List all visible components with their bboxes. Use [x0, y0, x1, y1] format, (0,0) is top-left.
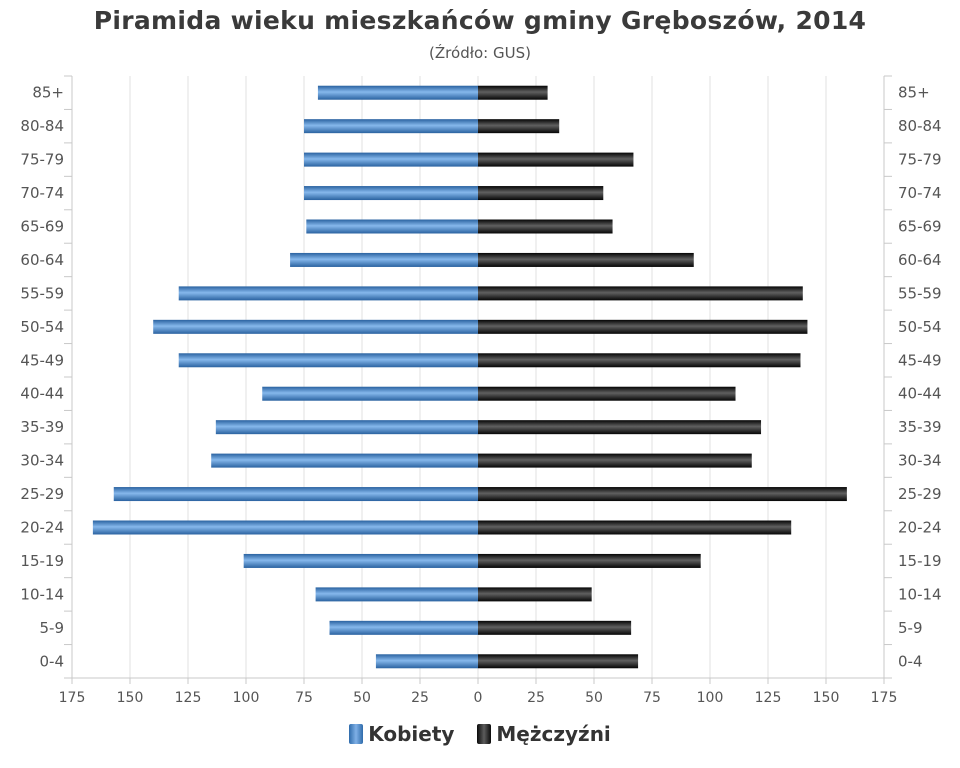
bar-kobiety [304, 152, 478, 167]
y-tick-label-left: 5-9 [40, 619, 65, 637]
y-tick-label-right: 80-84 [898, 117, 942, 135]
y-tick-label-right: 5-9 [898, 619, 923, 637]
bar-mezczyzni [478, 85, 548, 100]
bar-mezczyzni [478, 620, 632, 635]
bar-mezczyzni [478, 386, 736, 401]
bar-mezczyzni [478, 453, 752, 468]
bar-mezczyzni [478, 152, 634, 167]
legend-label-kobiety: Kobiety [368, 722, 455, 746]
y-tick-label-left: 55-59 [20, 284, 64, 302]
x-tick-label: 100 [233, 690, 260, 706]
y-tick-label-right: 75-79 [898, 151, 942, 169]
bar-kobiety [290, 252, 478, 267]
y-tick-label-right: 35-39 [898, 418, 942, 436]
chart-subtitle: (Źródło: GUS) [429, 44, 531, 62]
y-tick-label-left: 25-29 [20, 485, 64, 503]
y-tick-label-right: 60-64 [898, 251, 942, 269]
bar-mezczyzni [478, 420, 762, 435]
bar-kobiety [304, 186, 478, 201]
y-tick-label-right: 50-54 [898, 318, 942, 336]
y-tick-label-left: 65-69 [20, 218, 64, 236]
y-tick-label-right: 85+ [898, 84, 930, 102]
bar-kobiety [178, 353, 478, 368]
bar-kobiety [215, 420, 478, 435]
x-tick-label: 75 [643, 690, 661, 706]
legend-swatch-mezczyzni [477, 724, 492, 744]
bar-mezczyzni [478, 654, 639, 669]
bar-kobiety [262, 386, 478, 401]
y-tick-label-right: 55-59 [898, 284, 942, 302]
y-tick-label-left: 85+ [32, 84, 64, 102]
bar-kobiety [317, 85, 478, 100]
x-tick-label: 100 [697, 690, 724, 706]
x-tick-label: 125 [175, 690, 202, 706]
x-tick-label: 75 [295, 690, 313, 706]
bar-kobiety [153, 319, 478, 334]
y-tick-label-left: 0-4 [40, 652, 65, 670]
y-tick-label-left: 45-49 [20, 351, 64, 369]
bar-mezczyzni [478, 286, 803, 301]
y-tick-label-right: 45-49 [898, 351, 942, 369]
bar-kobiety [178, 286, 478, 301]
bar-kobiety [113, 487, 478, 502]
y-tick-label-left: 15-19 [20, 552, 64, 570]
y-tick-label-right: 30-34 [898, 452, 942, 470]
y-tick-label-left: 50-54 [20, 318, 64, 336]
bar-kobiety [375, 654, 478, 669]
y-tick-label-left: 35-39 [20, 418, 64, 436]
legend-item-kobiety[interactable]: Kobiety [349, 722, 454, 746]
bar-mezczyzni [478, 353, 801, 368]
bar-kobiety [92, 520, 478, 535]
chart-title: Piramida wieku mieszkańców gminy Grębosz… [93, 6, 867, 35]
y-tick-label-right: 10-14 [898, 585, 942, 603]
x-tick-label: 175 [871, 690, 898, 706]
legend: Kobiety Mężczyźni [0, 722, 960, 749]
bar-mezczyzni [478, 587, 592, 602]
bar-kobiety [243, 553, 478, 568]
y-tick-label-right: 0-4 [898, 652, 923, 670]
y-tick-label-left: 70-74 [20, 184, 64, 202]
bar-mezczyzni [478, 252, 694, 267]
y-tick-label-left: 10-14 [20, 585, 64, 603]
y-tick-label-left: 80-84 [20, 117, 64, 135]
x-tick-label: 0 [474, 690, 483, 706]
x-tick-label: 150 [117, 690, 144, 706]
y-tick-label-left: 40-44 [20, 385, 64, 403]
y-tick-label-right: 20-24 [898, 519, 942, 537]
y-tick-label-left: 30-34 [20, 452, 64, 470]
y-tick-label-left: 75-79 [20, 151, 64, 169]
bar-mezczyzni [478, 186, 604, 201]
bar-mezczyzni [478, 487, 847, 502]
bar-mezczyzni [478, 520, 792, 535]
y-tick-label-right: 65-69 [898, 218, 942, 236]
x-tick-label: 50 [585, 690, 603, 706]
y-tick-label-left: 20-24 [20, 519, 64, 537]
bar-kobiety [315, 587, 478, 602]
bar-kobiety [306, 219, 478, 234]
bar-kobiety [329, 620, 478, 635]
bar-mezczyzni [478, 553, 701, 568]
y-tick-label-right: 25-29 [898, 485, 942, 503]
bar-kobiety [304, 119, 478, 134]
bar-mezczyzni [478, 119, 560, 134]
bar-mezczyzni [478, 319, 808, 334]
x-tick-label: 50 [353, 690, 371, 706]
y-tick-label-left: 60-64 [20, 251, 64, 269]
x-tick-label: 150 [813, 690, 840, 706]
bar-kobiety [211, 453, 478, 468]
x-tick-label: 25 [527, 690, 545, 706]
y-tick-label-right: 15-19 [898, 552, 942, 570]
legend-item-mezczyzni[interactable]: Mężczyźni [477, 722, 611, 746]
x-tick-label: 125 [755, 690, 782, 706]
legend-swatch-kobiety [349, 724, 364, 744]
y-tick-label-right: 40-44 [898, 385, 942, 403]
bar-mezczyzni [478, 219, 613, 234]
y-tick-label-right: 70-74 [898, 184, 942, 202]
x-tick-label: 25 [411, 690, 429, 706]
legend-label-mezczyzni: Mężczyźni [496, 722, 611, 746]
x-tick-label: 175 [59, 690, 86, 706]
